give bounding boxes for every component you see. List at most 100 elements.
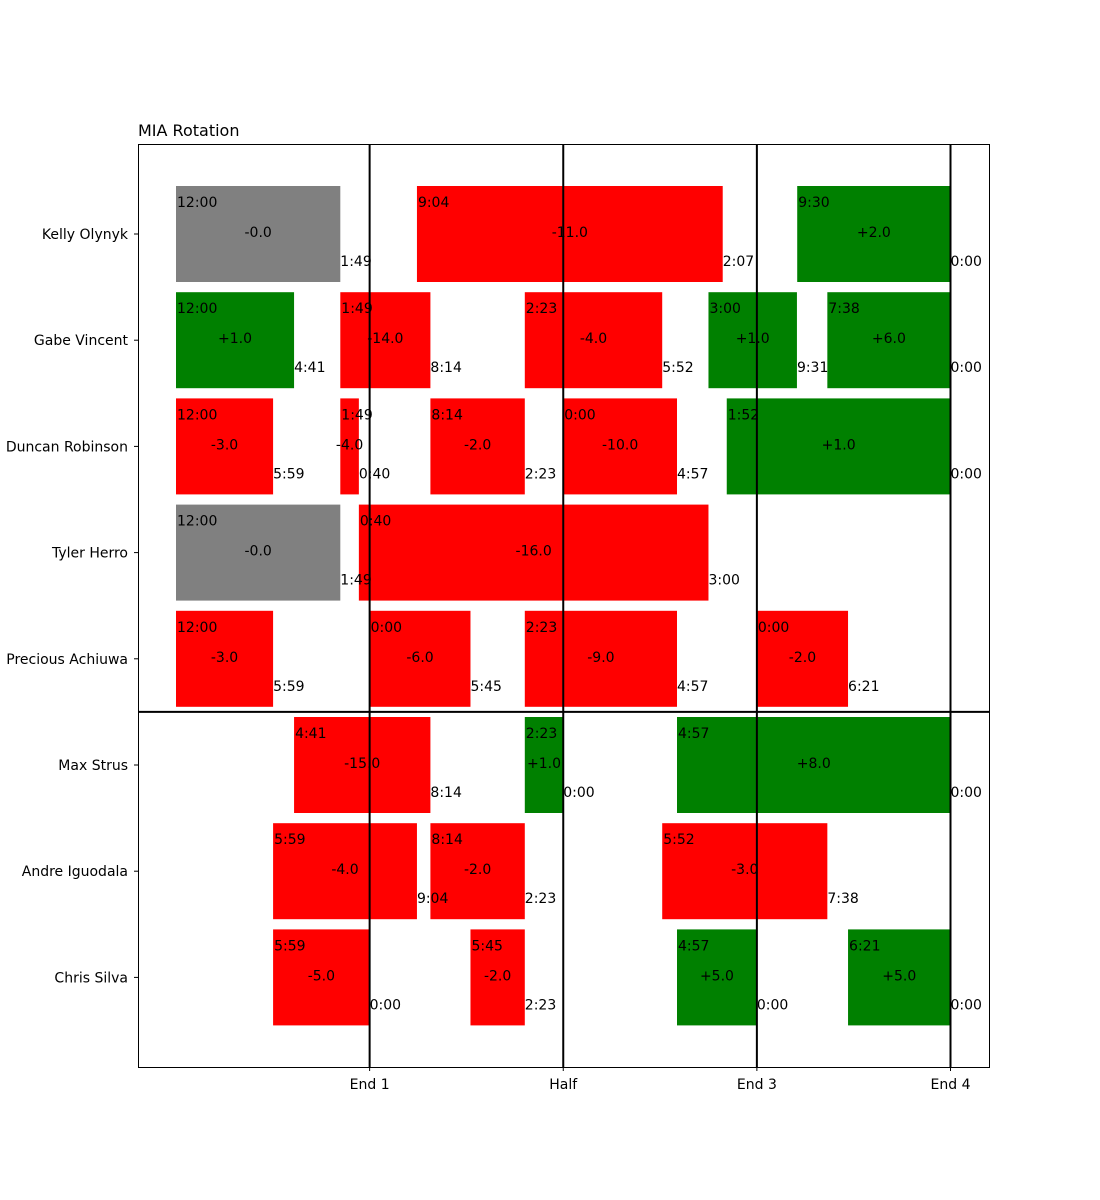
stint-bar <box>176 398 274 495</box>
x-tick-label: End 1 <box>350 1077 390 1093</box>
stint-bar <box>176 292 295 389</box>
stint-end-label: 0:00 <box>951 466 982 482</box>
stint-start-label: 2:23 <box>526 726 557 742</box>
stint-end-label: 2:23 <box>525 997 556 1013</box>
stint-start-label: 4:57 <box>678 726 709 742</box>
stint-start-label: 0:00 <box>564 407 595 423</box>
stint-end-label: 9:04 <box>417 891 449 907</box>
stint-plus-minus-label: -3.0 <box>211 650 238 666</box>
stint-plus-minus-label: +1.0 <box>822 437 856 453</box>
stint-bar <box>294 717 431 813</box>
stint-plus-minus-label: -4.0 <box>336 437 363 453</box>
stint-plus-minus-label: -15.0 <box>344 756 380 772</box>
stint-plus-minus-label: -3.0 <box>731 862 758 878</box>
stint-bar <box>708 292 797 389</box>
stint-start-label: 7:38 <box>828 301 859 317</box>
stint-end-label: 3:00 <box>708 573 739 589</box>
x-tick-label: Half <box>549 1077 578 1093</box>
stint-plus-minus-label: -2.0 <box>464 862 491 878</box>
stint-end-label: 0:00 <box>951 997 982 1013</box>
stint-start-label: 9:04 <box>418 195 450 211</box>
player-name-label: Precious Achiuwa <box>6 652 128 668</box>
stint-end-label: 0:00 <box>951 254 982 270</box>
stint-start-label: 12:00 <box>177 301 217 317</box>
player-name-label: Tyler Herro <box>51 546 128 562</box>
stint-plus-minus-label: -11.0 <box>552 225 588 241</box>
stint-start-label: 0:00 <box>758 620 789 636</box>
stint-bar <box>524 292 663 389</box>
stint-bar <box>273 929 370 1026</box>
stint-plus-minus-label: +1.0 <box>527 756 561 772</box>
stint-start-label: 12:00 <box>177 195 217 211</box>
stint-bar <box>726 398 951 495</box>
stint-start-label: 12:00 <box>177 620 217 636</box>
x-tick-label: End 3 <box>737 1077 777 1093</box>
stint-end-label: 5:59 <box>273 466 304 482</box>
x-tick-label: End 4 <box>931 1077 971 1093</box>
stint-plus-minus-label: -6.0 <box>406 650 433 666</box>
stint-bar <box>848 929 951 1026</box>
stint-start-label: 12:00 <box>177 514 217 530</box>
stint-plus-minus-label: +2.0 <box>857 225 891 241</box>
stint-bar <box>369 610 471 707</box>
stint-bar <box>416 186 723 282</box>
player-name-label: Max Strus <box>58 758 128 774</box>
stint-start-label: 5:59 <box>274 938 305 954</box>
stint-bar <box>340 398 359 495</box>
player-name-label: Duncan Robinson <box>6 439 128 455</box>
stint-start-label: 12:00 <box>177 407 217 423</box>
stint-start-label: 8:14 <box>431 407 463 423</box>
stint-plus-minus-label: +1.0 <box>736 331 770 347</box>
stint-end-label: 8:14 <box>430 360 462 376</box>
stint-bar <box>430 823 525 920</box>
stint-plus-minus-label: -16.0 <box>516 544 552 560</box>
stint-bar <box>470 929 525 1026</box>
stint-plus-minus-label: -5.0 <box>308 968 335 984</box>
chart-title: MIA Rotation <box>138 121 239 140</box>
stint-end-label: 2:23 <box>525 891 556 907</box>
stint-bar <box>524 610 678 707</box>
stint-plus-minus-label: -14.0 <box>367 331 403 347</box>
player-name-label: Kelly Olynyk <box>42 227 129 243</box>
stint-bar <box>827 292 951 389</box>
stint-bar <box>176 504 341 601</box>
stint-bar <box>677 717 951 813</box>
stint-end-label: 7:38 <box>827 891 858 907</box>
stint-bar <box>662 823 828 920</box>
stint-bar <box>358 504 709 601</box>
stint-plus-minus-label: -0.0 <box>244 225 271 241</box>
stint-end-label: 1:49 <box>340 254 371 270</box>
stint-plus-minus-label: -0.0 <box>244 544 271 560</box>
stint-start-label: 0:00 <box>371 620 402 636</box>
stint-start-label: 3:00 <box>709 301 740 317</box>
stint-start-label: 1:52 <box>728 407 759 423</box>
stint-start-label: 1:49 <box>341 301 372 317</box>
plot-frame <box>138 144 990 1068</box>
stint-start-label: 2:23 <box>526 620 557 636</box>
stint-plus-minus-label: -10.0 <box>602 437 638 453</box>
stint-end-label: 4:41 <box>294 360 325 376</box>
stint-plus-minus-label: -4.0 <box>580 331 607 347</box>
stint-bar <box>563 398 678 495</box>
stint-start-label: 5:45 <box>471 938 502 954</box>
stint-end-label: 0:00 <box>757 997 788 1013</box>
stint-bar <box>524 717 564 813</box>
stint-start-label: 4:57 <box>678 938 709 954</box>
stint-bar <box>677 929 757 1026</box>
stint-bar <box>430 398 525 495</box>
stint-start-label: 2:23 <box>526 301 557 317</box>
stint-bar <box>273 823 417 920</box>
stint-end-label: 0:00 <box>370 997 401 1013</box>
stint-end-label: 0:00 <box>563 785 594 801</box>
stint-bar <box>176 186 341 282</box>
stint-end-label: 9:31 <box>797 360 828 376</box>
stint-plus-minus-label: -2.0 <box>484 968 511 984</box>
bars-layer <box>176 186 951 1026</box>
stint-plus-minus-label: -4.0 <box>331 862 358 878</box>
stint-end-label: 2:07 <box>723 254 754 270</box>
stint-end-label: 4:57 <box>677 466 708 482</box>
labels-layer: Kelly Olynyk 12:00 -0.0 1:49 9:04 -11.0 2:07 9:… <box>6 195 982 1093</box>
stint-start-label: 5:52 <box>663 832 694 848</box>
stint-end-label: 5:52 <box>662 360 693 376</box>
stint-plus-minus-label: +6.0 <box>872 331 906 347</box>
